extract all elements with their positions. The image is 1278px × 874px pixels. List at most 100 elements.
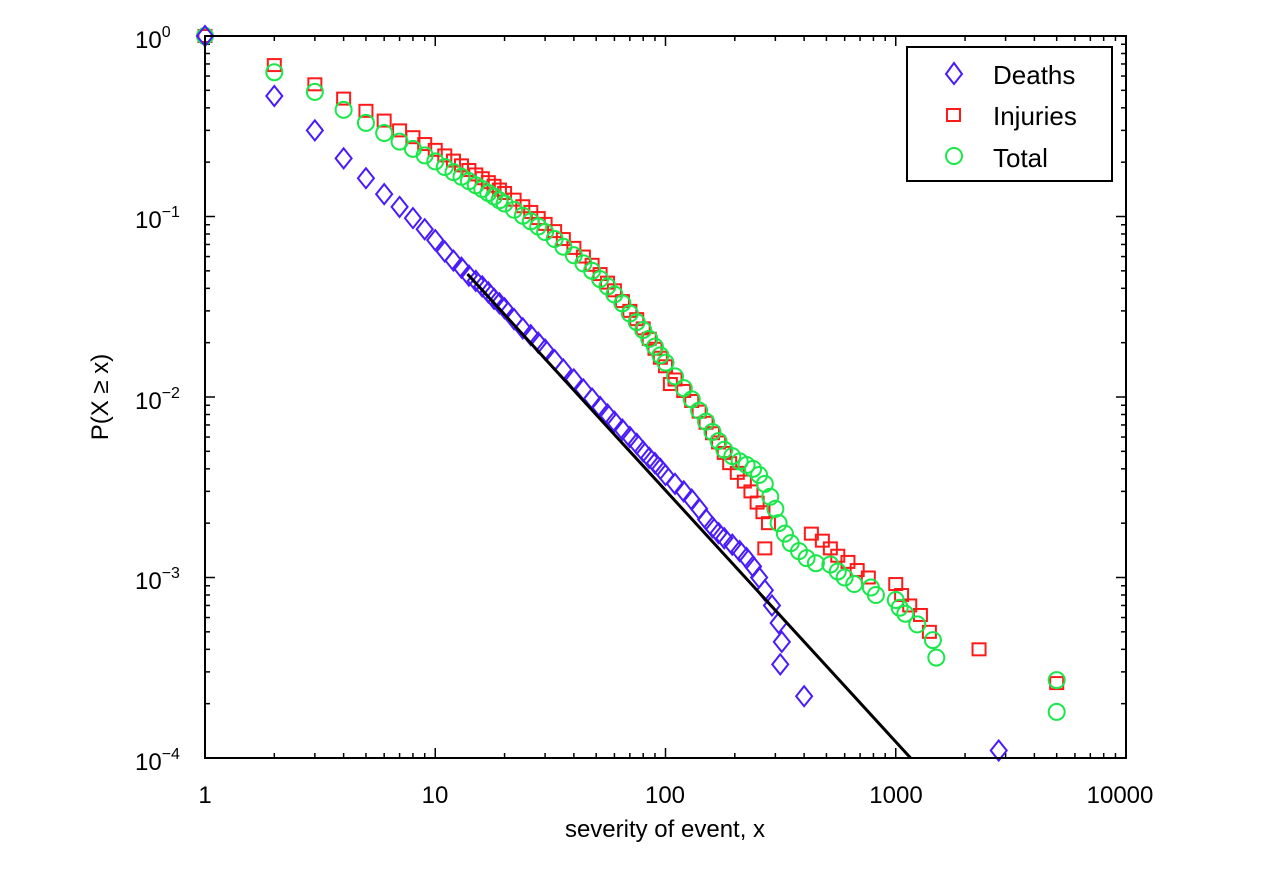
y-axis-label: P(X ≥ x) <box>87 354 114 441</box>
data-point-deaths <box>265 84 284 108</box>
data-point-deaths <box>656 463 675 487</box>
data-point-deaths <box>620 425 640 449</box>
plot-area-frame <box>204 35 1127 759</box>
data-point-total <box>927 648 946 667</box>
x-tick-label: 1 <box>198 782 211 809</box>
data-point-deaths <box>425 228 445 252</box>
data-point-deaths <box>390 195 409 219</box>
data-point-deaths <box>403 206 423 230</box>
data-point-injuries <box>376 113 392 128</box>
data-point-injuries <box>760 516 776 531</box>
data-point-total <box>1047 702 1066 721</box>
data-point-total <box>769 514 788 533</box>
data-point-total <box>775 524 794 543</box>
data-point-total <box>495 194 514 213</box>
data-point-deaths <box>374 182 394 206</box>
data-point-total <box>426 152 445 171</box>
x-tick-label: 10 <box>422 782 449 809</box>
x-tick-label: 100 <box>645 782 685 809</box>
data-point-injuries <box>814 533 830 548</box>
data-point-total <box>890 598 909 617</box>
y-tick-label: 10−4 <box>135 746 180 776</box>
data-point-deaths <box>415 217 434 241</box>
legend-item-total: Total <box>945 143 1048 173</box>
data-point-injuries <box>358 103 374 118</box>
data-point-total <box>797 549 816 568</box>
fit-line-group <box>466 273 912 760</box>
data-point-deaths <box>444 248 463 273</box>
data-point-deaths <box>665 472 685 496</box>
data-point-total <box>1047 671 1066 690</box>
legend-label: Deaths <box>993 60 1075 90</box>
data-point-total <box>666 367 685 386</box>
y-tick-label: 100 <box>135 24 171 54</box>
data-point-total <box>435 158 454 177</box>
data-point-deaths <box>305 118 325 142</box>
data-point-deaths <box>722 533 742 557</box>
data-point-deaths <box>613 417 632 442</box>
power-law-fit-line <box>466 273 912 760</box>
data-point-injuries <box>575 249 591 264</box>
x-tick-label: 10000 <box>1087 782 1154 809</box>
data-point-deaths <box>989 738 1008 763</box>
y-tick-label: 10−2 <box>135 385 180 415</box>
data-point-total <box>490 191 509 210</box>
data-point-total <box>845 575 864 594</box>
series-deaths <box>195 24 1008 763</box>
circle-marker-icon <box>945 147 963 165</box>
data-point-injuries <box>860 570 876 585</box>
data-point-total <box>375 124 394 143</box>
data-point-deaths <box>674 479 694 503</box>
data-point-deaths <box>605 410 624 434</box>
data-point-total <box>334 100 353 119</box>
y-tick-labels: 100 10−1 10−2 10−3 10−4 <box>135 24 180 776</box>
data-point-total <box>835 568 854 587</box>
data-point-total <box>709 432 728 451</box>
data-point-injuries <box>555 232 571 247</box>
legend-item-injuries: Injuries <box>946 101 1077 131</box>
data-point-total <box>703 422 722 441</box>
data-point-total <box>908 615 927 634</box>
data-point-deaths <box>794 684 814 708</box>
y-tick-label: 10−3 <box>135 565 180 595</box>
data-point-injuries <box>547 224 563 239</box>
legend: Deaths Injuries Total <box>906 46 1113 182</box>
x-tick-labels: 1 10 100 1000 10000 <box>198 782 1153 809</box>
data-point-injuries <box>757 541 773 556</box>
data-point-total <box>415 146 434 165</box>
data-point-total <box>697 412 716 431</box>
data-point-total <box>656 353 675 372</box>
data-point-total <box>866 585 885 604</box>
legend-label: Injuries <box>993 101 1077 131</box>
data-point-total <box>761 487 780 506</box>
data-point-total <box>744 459 763 478</box>
legend-box <box>906 46 1113 182</box>
data-point-deaths <box>356 166 376 190</box>
y-tick-label: 10−1 <box>135 204 180 234</box>
legend-label: Total <box>993 143 1048 173</box>
data-point-total <box>356 113 375 132</box>
data-point-injuries <box>266 58 282 73</box>
data-point-injuries <box>566 240 582 255</box>
x-axis-label: severity of event, x <box>565 816 765 843</box>
data-point-injuries <box>894 587 910 602</box>
data-point-injuries <box>840 554 856 569</box>
data-point-total <box>806 554 825 573</box>
data-point-total <box>645 337 664 356</box>
data-point-deaths <box>772 630 792 654</box>
data-point-deaths <box>495 296 514 320</box>
data-point-total <box>923 631 942 650</box>
data-point-total <box>750 465 769 484</box>
data-point-total <box>564 246 583 265</box>
data-point-deaths <box>714 526 734 550</box>
series-total <box>196 27 1066 721</box>
square-marker-icon <box>946 108 961 122</box>
data-point-deaths <box>770 652 790 677</box>
data-point-injuries <box>307 77 323 92</box>
data-point-total <box>896 604 915 623</box>
data-point-total <box>390 132 409 151</box>
data-point-deaths <box>435 239 455 264</box>
legend-item-deaths: Deaths <box>944 60 1075 90</box>
data-point-deaths <box>504 307 524 331</box>
